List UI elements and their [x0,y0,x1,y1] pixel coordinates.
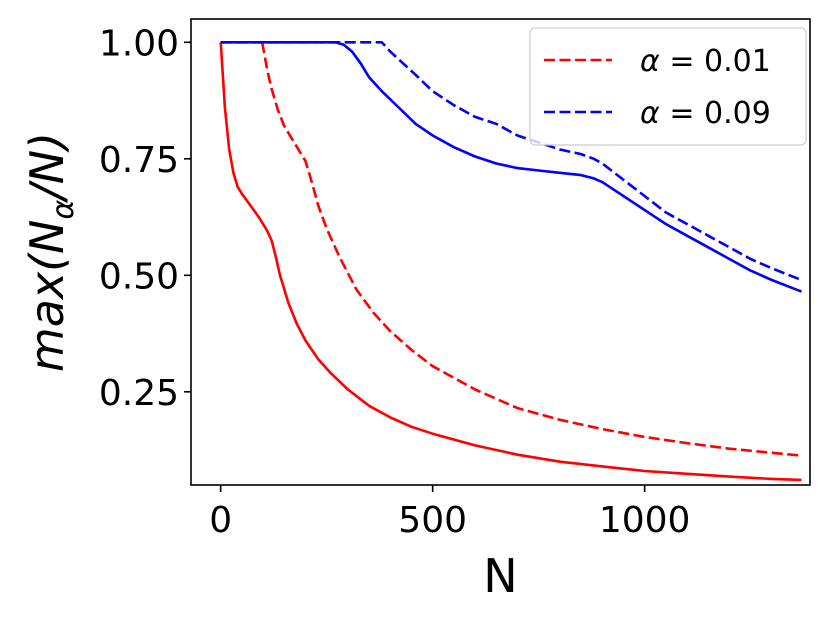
x-tick-label: 1000 [599,500,691,541]
legend-box [529,27,807,146]
y-axis-label-prefix: max( [20,252,74,372]
legend-label: α = 0.09 [640,96,771,131]
y-tick-label: 0.75 [99,140,179,181]
y-axis-label: max(Nα/N) [20,132,81,372]
legend-label-value: = 0.01 [660,44,771,79]
y-tick-label: 0.50 [99,256,179,297]
y-axis-label-subscript: α [46,200,81,220]
legend-label: α = 0.01 [640,44,771,79]
x-axis-label: N [483,549,517,603]
legend-label-value: = 0.09 [660,96,771,131]
series-line-1 [219,42,802,482]
legend: α = 0.01α = 0.09 [529,27,807,146]
x-tick-label: 0 [209,500,232,541]
x-axis-ticks: 0 500 1000 [209,485,690,541]
plot-frame [190,18,811,486]
y-axis-label-suffix: /N) [20,132,74,204]
series-line-3 [220,41,802,293]
legend-label-symbol: α [640,44,660,79]
y-axis-ticks: 0.25 0.50 0.75 1.00 [99,23,191,414]
x-tick-label: 500 [398,500,467,541]
y-tick-label: 1.00 [99,23,179,64]
legend-label-symbol: α [640,96,660,131]
series-line-4 [220,41,802,282]
y-tick-label: 0.25 [99,373,179,414]
series-line-2 [260,42,802,457]
series-layer [219,41,802,482]
y-axis-label-main: N [20,220,74,254]
